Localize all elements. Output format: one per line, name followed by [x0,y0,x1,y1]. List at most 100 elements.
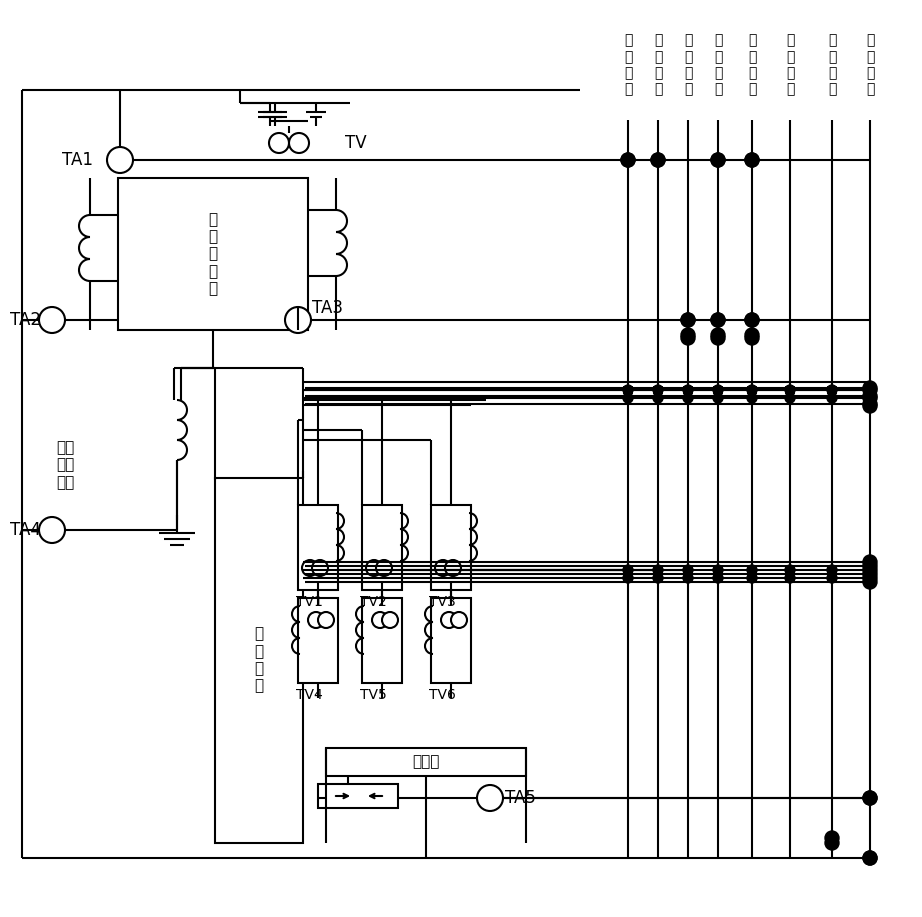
Circle shape [711,153,725,167]
Text: TV2: TV2 [360,595,386,609]
Circle shape [107,147,133,173]
Circle shape [653,573,663,583]
Text: 可
控
电
抗
器: 可 控 电 抗 器 [208,212,218,296]
Circle shape [747,393,757,403]
Circle shape [711,313,725,327]
Circle shape [863,555,877,569]
Circle shape [366,560,382,576]
Text: 差
动
保
护: 差 动 保 护 [624,34,632,96]
Text: 电
压
差
动: 电 压 差 动 [828,34,836,96]
Circle shape [653,385,663,395]
Bar [362,505,402,590]
Circle shape [39,517,65,543]
Text: TV6: TV6 [429,688,455,702]
Text: TV: TV [345,134,367,152]
Circle shape [865,573,875,583]
Circle shape [863,563,877,577]
Circle shape [745,328,759,342]
Text: 间
隙
过
流: 间 隙 过 流 [866,34,874,96]
Circle shape [382,612,398,628]
Circle shape [312,560,328,576]
Circle shape [445,560,461,576]
Circle shape [623,565,633,575]
Bar [431,598,471,683]
Text: 控
制
绕
组: 控 制 绕 组 [254,626,264,693]
Text: TV5: TV5 [360,688,386,702]
Circle shape [623,573,633,583]
Circle shape [747,565,757,575]
Text: 过
流
保
护: 过 流 保 护 [714,34,722,96]
Circle shape [745,153,759,167]
Circle shape [785,385,795,395]
Circle shape [289,133,309,153]
Circle shape [863,851,877,865]
Text: TV1: TV1 [296,595,323,609]
Text: TA1: TA1 [62,151,93,169]
Circle shape [621,153,635,167]
Circle shape [863,389,877,403]
Text: TV4: TV4 [296,688,323,702]
Circle shape [683,385,693,395]
Circle shape [865,393,875,403]
Text: TV3: TV3 [429,595,455,609]
Circle shape [863,391,877,405]
Bar [431,505,471,590]
Circle shape [863,567,877,581]
Circle shape [451,612,467,628]
Circle shape [683,565,693,575]
Circle shape [711,328,725,342]
Circle shape [681,328,695,342]
Circle shape [302,560,318,576]
Text: TA2: TA2 [10,311,41,329]
Circle shape [865,565,875,575]
Circle shape [863,381,877,395]
Circle shape [681,313,695,327]
Circle shape [651,153,665,167]
Circle shape [827,573,837,583]
Circle shape [441,612,457,628]
Circle shape [285,307,311,333]
Circle shape [785,565,795,575]
Circle shape [713,385,723,395]
Bar [362,598,402,683]
Circle shape [745,313,759,327]
Circle shape [827,565,837,575]
Circle shape [863,397,877,411]
Circle shape [865,385,875,395]
Circle shape [863,559,877,573]
Text: 横
差
保
护: 横 差 保 护 [684,34,692,96]
Circle shape [863,383,877,397]
Bar [298,598,338,683]
Circle shape [653,393,663,403]
Circle shape [651,153,665,167]
Circle shape [827,393,837,403]
Text: 中性
点电
抗器: 中性 点电 抗器 [56,440,74,490]
Circle shape [827,385,837,395]
Circle shape [825,836,839,850]
Circle shape [785,573,795,583]
Bar [326,748,526,776]
Bar [318,784,398,808]
Circle shape [621,153,635,167]
Text: TA4: TA4 [10,521,41,539]
Circle shape [681,331,695,345]
Circle shape [653,565,663,575]
Circle shape [623,393,633,403]
Circle shape [623,385,633,395]
Circle shape [711,313,725,327]
Circle shape [747,385,757,395]
Circle shape [747,573,757,583]
Circle shape [745,313,759,327]
Text: TA3: TA3 [312,299,343,317]
Circle shape [785,393,795,403]
Circle shape [745,153,759,167]
Bar [118,178,308,330]
Text: 过
流
保
护: 过 流 保 护 [786,34,794,96]
Text: 整流器: 整流器 [412,755,440,769]
Circle shape [863,851,877,865]
Circle shape [308,612,324,628]
Circle shape [713,573,723,583]
Circle shape [713,565,723,575]
Text: 零
序
过
流: 零 序 过 流 [748,34,756,96]
Circle shape [863,791,877,805]
